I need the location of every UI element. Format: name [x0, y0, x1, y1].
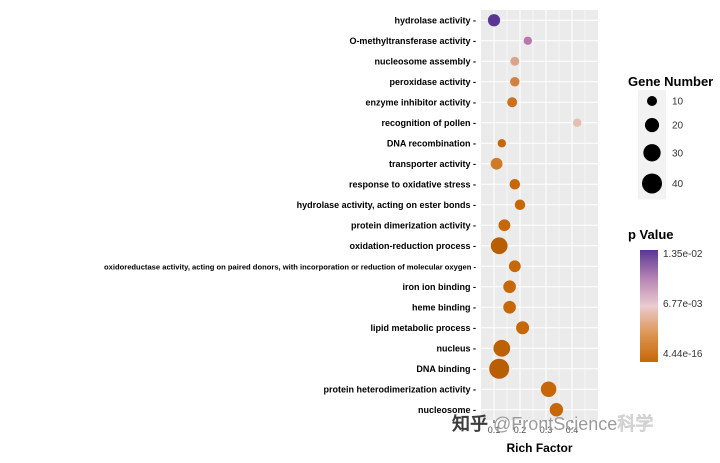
category-label: peroxidase activity - [389, 77, 476, 87]
bubble [489, 358, 510, 379]
p-value-legend-title: p Value [628, 227, 674, 242]
category-label: O-methyltransferase activity - [349, 36, 476, 46]
legend-size-label: 40 [672, 179, 684, 190]
category-label: lipid metabolic process - [370, 323, 476, 333]
category-label: hydrolase activity - [394, 15, 476, 25]
legend-gradient-bar [640, 250, 658, 362]
bubble [510, 56, 520, 66]
bubble [503, 300, 516, 314]
x-tick-label: 0.1 [488, 425, 501, 435]
category-label: DNA binding - [416, 364, 476, 374]
x-tick-label: 0.4 [566, 425, 579, 435]
legend-size-label: 30 [672, 148, 684, 159]
bubble [523, 36, 532, 45]
category-label: oxidoreductase activity, acting on paire… [104, 262, 476, 271]
bubble [507, 97, 518, 108]
category-label: protein heterodimerization activity - [323, 384, 476, 394]
category-label: protein dimerization activity - [351, 220, 476, 230]
category-label: oxidation-reduction process - [349, 241, 476, 251]
category-label: enzyme inhibitor activity - [365, 97, 476, 107]
bubble [509, 179, 521, 190]
bubble [516, 321, 530, 335]
category-label: recognition of pollen - [382, 118, 477, 128]
category-label: iron ion binding - [403, 282, 476, 292]
bubble [497, 139, 506, 148]
bubble [549, 403, 564, 417]
category-label: nucleus - [436, 343, 476, 353]
bubble [493, 339, 511, 357]
bubble [540, 381, 557, 397]
legend-size-circle [643, 144, 661, 162]
x-axis-title: Rich Factor [506, 441, 573, 455]
legend-size-circle [647, 96, 657, 106]
legend-size-label: 10 [672, 97, 684, 108]
category-label: nucleosome - [418, 405, 476, 415]
x-tick-label: 0.2 [514, 425, 527, 435]
bubble [514, 199, 526, 210]
category-label: DNA recombination - [387, 138, 476, 148]
bubble [510, 77, 520, 87]
bubble [573, 118, 582, 127]
plot-panel [481, 10, 598, 420]
category-label: nucleosome assembly - [374, 56, 476, 66]
category-label: transporter activity - [389, 159, 476, 169]
legend-color-label: 6.77e-03 [663, 299, 703, 310]
bubble [503, 280, 516, 294]
bubble [490, 157, 503, 170]
legend-color-label: 1.35e-02 [663, 249, 703, 260]
category-label: hydrolase activity, acting on ester bond… [297, 200, 476, 210]
category-label: response to oxidative stress - [349, 179, 476, 189]
x-tick-label: 0.3 [540, 425, 553, 435]
category-label: heme binding - [412, 302, 476, 312]
bubble [498, 219, 511, 232]
bubble [487, 14, 501, 27]
legend-size-circle [642, 173, 662, 194]
bubble [508, 260, 521, 273]
legend-size-circle [644, 118, 660, 133]
legend-color-label: 4.44e-16 [663, 349, 703, 360]
bubble [490, 237, 508, 255]
gene-number-legend-title: Gene Number [628, 74, 714, 89]
legend-size-label: 20 [672, 121, 684, 132]
